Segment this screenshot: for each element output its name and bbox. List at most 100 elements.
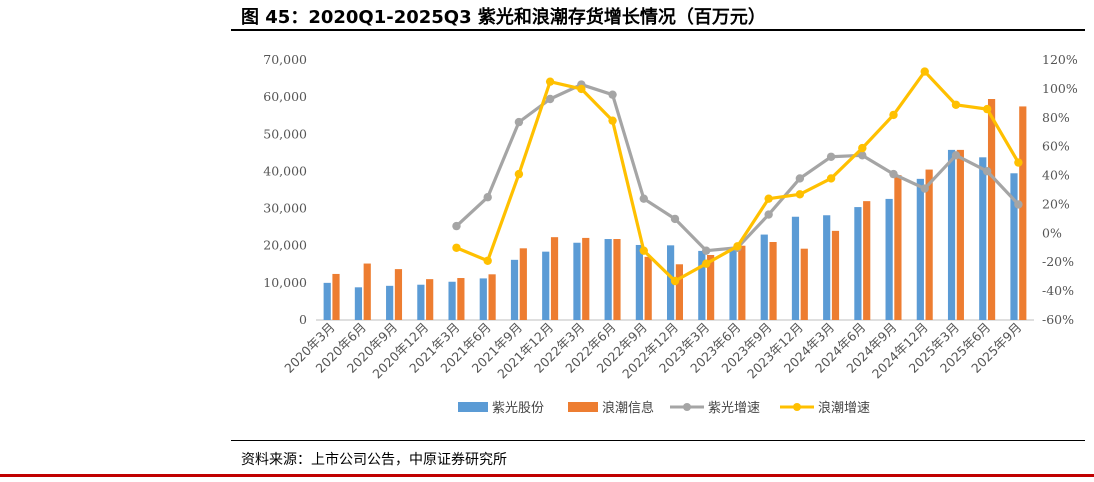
point-langchao-growth <box>702 259 711 268</box>
point-ziguang-growth <box>608 90 617 99</box>
point-langchao-growth <box>889 110 898 120</box>
y-right-tick-label: 40% <box>1042 168 1070 183</box>
y-left-tick-label: 60,000 <box>263 89 307 104</box>
bar-langchao <box>519 248 527 320</box>
y-right-tick-label: 100% <box>1042 81 1078 96</box>
y-right-tick-label: -20% <box>1042 254 1074 269</box>
point-langchao-growth <box>545 77 555 86</box>
y-left-tick-label: 30,000 <box>263 201 307 216</box>
bar-langchao <box>582 237 590 320</box>
legend-ziguang-bar: 紫光股份 <box>458 401 544 416</box>
point-langchao-growth <box>452 243 461 252</box>
inventory-growth-chart: 0 10,000 20,000 30,000 40,000 50,000 60,000 70,… <box>263 52 1078 416</box>
point-ziguang-growth <box>764 210 773 219</box>
bar-ziguang <box>729 247 737 320</box>
bar-ziguang <box>823 215 831 320</box>
point-ziguang-growth <box>982 167 992 176</box>
bar-ziguang <box>885 198 893 320</box>
bar-ziguang <box>604 239 612 320</box>
bar-ziguang <box>667 245 675 320</box>
bar-langchao <box>488 274 496 320</box>
bar-langchao <box>644 256 652 320</box>
point-langchao-growth <box>764 194 773 203</box>
legend-swatch <box>458 402 488 412</box>
bar-ziguang <box>791 216 800 320</box>
y-right-tick-label: -60% <box>1042 312 1074 327</box>
point-langchao-growth <box>795 190 805 199</box>
point-langchao-growth <box>483 256 492 265</box>
point-ziguang-growth <box>702 246 711 255</box>
bar-ziguang <box>542 251 550 320</box>
y-right-tick-label: 0% <box>1042 225 1062 240</box>
bar-ziguang <box>979 157 987 320</box>
bar-langchao <box>956 149 964 320</box>
y-left-tick-label: 0 <box>299 312 307 327</box>
y-right-tick-label: 80% <box>1042 110 1070 125</box>
point-langchao-growth <box>577 84 586 94</box>
bar-ziguang <box>698 250 706 320</box>
point-ziguang-growth <box>795 174 805 183</box>
figure-title: 图 45：2020Q1-2025Q3 紫光和浪潮存货增长情况（百万元） <box>241 7 766 28</box>
point-langchao-growth <box>639 246 648 255</box>
bar-ziguang <box>916 178 924 320</box>
legend-marker <box>683 403 691 411</box>
point-ziguang-growth <box>483 193 492 202</box>
legend-swatch <box>568 402 598 412</box>
legend-label: 紫光股份 <box>492 401 544 416</box>
point-ziguang-growth <box>826 152 836 161</box>
point-ziguang-growth <box>639 194 648 203</box>
bar-langchao <box>707 255 715 320</box>
bar-ziguang <box>947 149 956 320</box>
bar-langchao <box>769 242 777 320</box>
bar-langchao <box>550 237 559 320</box>
point-langchao-growth <box>608 116 617 125</box>
legend-marker <box>793 403 801 411</box>
point-ziguang-growth <box>670 214 680 224</box>
bar-langchao <box>363 263 371 320</box>
bar-langchao <box>800 248 808 320</box>
point-ziguang-growth <box>951 151 961 160</box>
point-langchao-growth <box>670 276 680 286</box>
point-langchao-growth <box>858 143 867 153</box>
bar-langchao <box>831 230 840 320</box>
bar-ziguang <box>354 287 363 320</box>
bar-ziguang <box>323 282 331 320</box>
bar-ziguang <box>573 242 581 320</box>
y-right-tick-label: -40% <box>1042 283 1074 298</box>
y-left-tick-label: 20,000 <box>263 238 307 253</box>
point-langchao-growth <box>951 100 961 109</box>
bar-langchao <box>863 201 871 320</box>
point-langchao-growth <box>920 67 929 76</box>
bar-ziguang <box>417 284 425 320</box>
point-langchao-growth <box>514 169 524 179</box>
legend-label: 紫光增速 <box>708 401 760 416</box>
y-right-tick-label: 120% <box>1042 52 1078 67</box>
bar-langchao <box>613 239 621 320</box>
title-rule <box>231 29 1085 31</box>
bar-ziguang <box>479 278 487 320</box>
bar-langchao <box>1019 106 1027 320</box>
source-rule <box>231 440 1085 441</box>
point-ziguang-growth <box>858 151 867 160</box>
bottom-accent-rule <box>0 474 1094 477</box>
bar-langchao <box>894 175 902 320</box>
y-right-tick-label: 20% <box>1042 196 1070 211</box>
point-ziguang-growth <box>514 117 524 127</box>
legend-label: 浪潮增速 <box>818 401 870 416</box>
y-left-tick-label: 10,000 <box>263 275 307 290</box>
y-left-tick-label: 50,000 <box>263 126 307 141</box>
bar-ziguang <box>510 259 519 320</box>
bar-langchao <box>987 99 996 320</box>
point-ziguang-growth <box>1014 200 1023 209</box>
legend-label: 浪潮信息 <box>602 400 654 416</box>
bar-ziguang <box>635 244 643 320</box>
point-ziguang-growth <box>920 184 929 193</box>
bar-langchao <box>426 279 434 320</box>
point-langchao-growth <box>1014 158 1023 167</box>
bar-langchao <box>675 264 683 320</box>
legend-langchao-bar: 浪潮信息 <box>568 400 654 416</box>
bar-langchao <box>738 245 746 320</box>
bar-langchao <box>457 278 465 320</box>
y-right-tick-label: 60% <box>1042 139 1070 154</box>
point-langchao-growth <box>826 174 836 183</box>
